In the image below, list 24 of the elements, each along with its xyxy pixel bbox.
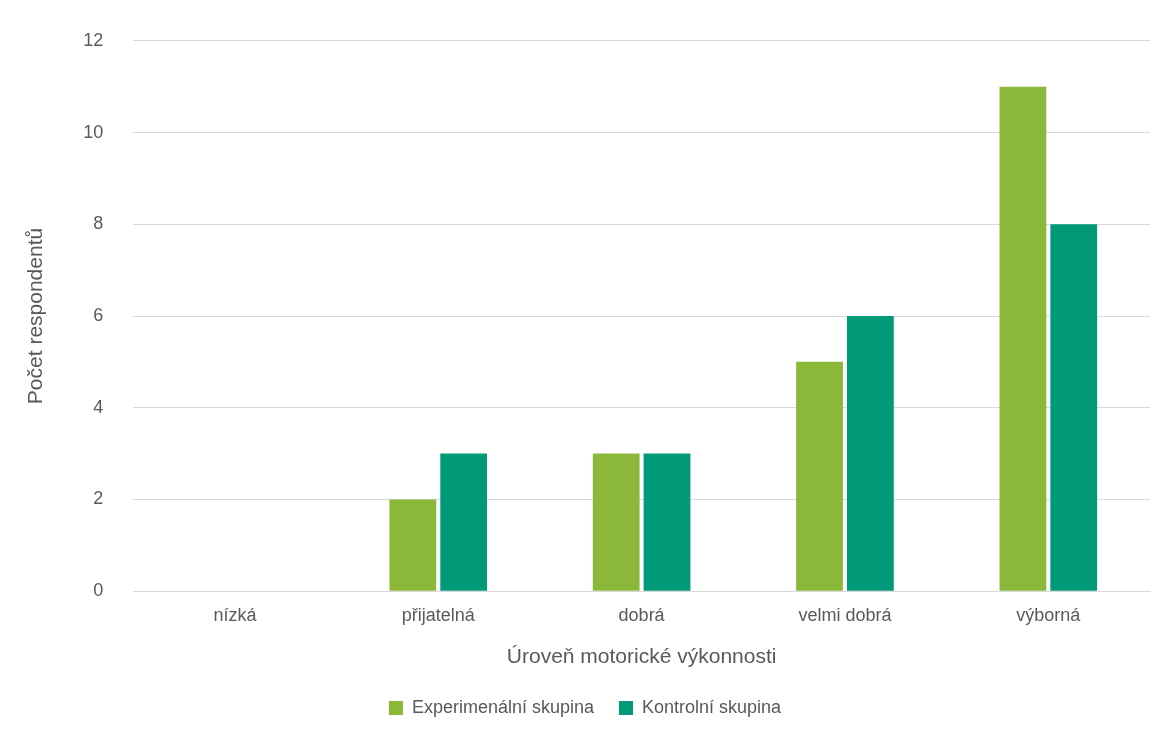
legend-label: Experimenální skupina [411, 696, 595, 717]
x-tick-label: přijatelná [401, 604, 476, 625]
y-tick-label: 6 [93, 304, 104, 325]
x-tick-label: velmi dobrá [798, 604, 893, 625]
y-tick-label: 4 [93, 396, 104, 417]
y-axis-title: Počet respondentů [23, 227, 47, 405]
bar [999, 86, 1047, 591]
bar [440, 453, 488, 591]
y-tick-label: 0 [93, 580, 104, 601]
y-tick-label: 8 [93, 213, 104, 234]
y-tick-label: 2 [93, 488, 104, 509]
bar [847, 316, 894, 591]
bar [1050, 224, 1098, 591]
y-tick-label: 12 [83, 29, 104, 50]
x-tick-label: výborná [1016, 604, 1082, 625]
x-tick-label: dobrá [618, 604, 666, 625]
x-tick-label: nízká [213, 604, 258, 625]
y-tick-label: 10 [83, 121, 104, 142]
legend-label: Kontrolní skupina [642, 696, 783, 717]
bar [796, 361, 843, 591]
x-axis-title: Úroveň motorické výkonnosti [506, 644, 777, 668]
bar [389, 499, 437, 591]
bar [643, 453, 691, 591]
bar [592, 453, 640, 591]
